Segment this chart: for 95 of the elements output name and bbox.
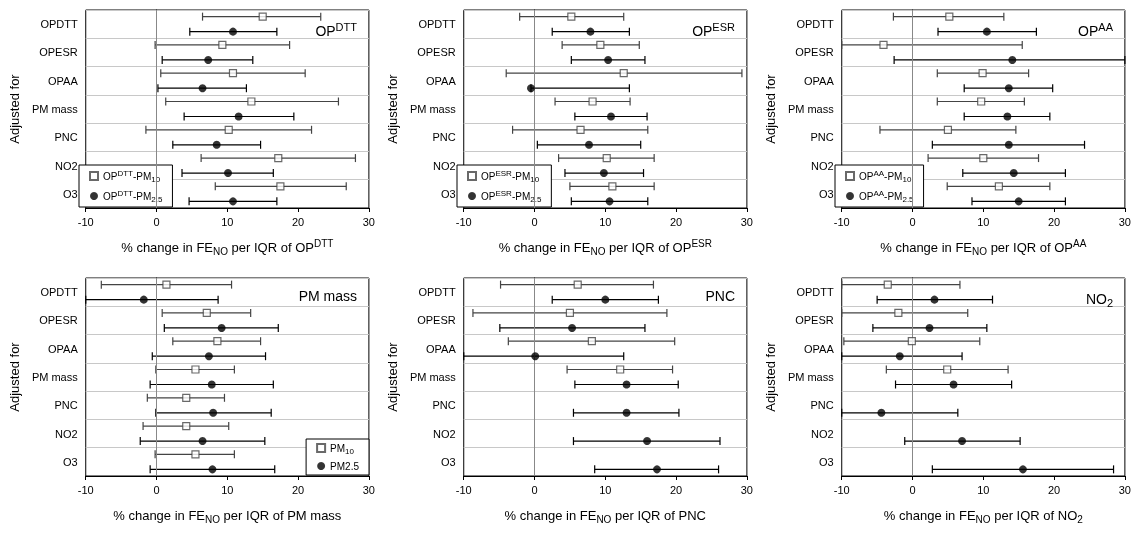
x-tick-label: 0 bbox=[153, 483, 160, 496]
point bbox=[1018, 465, 1027, 474]
y-tick-label: OPDTT bbox=[40, 18, 79, 31]
x-tick-label: 30 bbox=[740, 215, 754, 228]
point bbox=[895, 352, 904, 361]
x-tick-label: -10 bbox=[455, 483, 472, 496]
y-tick-label: PM mass bbox=[31, 103, 79, 115]
y-tick-label: OPESR bbox=[795, 46, 834, 59]
y-tick-label: PNC bbox=[810, 131, 834, 144]
x-tick-label: 20 bbox=[669, 215, 683, 228]
y-axis-title: Adjusted for bbox=[7, 341, 22, 412]
y-tick-label: O3 bbox=[63, 455, 78, 468]
point bbox=[622, 408, 631, 417]
x-tick-label: 10 bbox=[977, 215, 990, 228]
y-tick-label: PM mass bbox=[787, 371, 835, 383]
y-tick-label: OPESR bbox=[39, 314, 78, 327]
x-tick-label: -10 bbox=[77, 215, 94, 228]
y-tick-label: OPAA bbox=[803, 342, 835, 355]
point bbox=[622, 380, 631, 389]
point bbox=[568, 323, 577, 332]
x-tick-label: 20 bbox=[1047, 215, 1061, 228]
text: PNC bbox=[705, 288, 735, 304]
y-axis-title: Adjusted for bbox=[763, 73, 778, 144]
y-tick-label: NO2 bbox=[811, 159, 834, 172]
y-axis-title: Adjusted for bbox=[7, 73, 22, 144]
x-tick-label: 10 bbox=[221, 483, 234, 496]
x-tick-label: 30 bbox=[740, 483, 754, 496]
x-tick-label: 10 bbox=[599, 215, 612, 228]
y-tick-label: PM mass bbox=[31, 371, 79, 383]
y-tick-label: PNC bbox=[432, 399, 456, 412]
y-tick-label: OPAA bbox=[425, 342, 457, 355]
x-tick-label: 0 bbox=[531, 483, 538, 496]
y-tick-label: OPESR bbox=[795, 314, 834, 327]
x-tick-label: -10 bbox=[833, 483, 850, 496]
y-tick-label: PM mass bbox=[409, 371, 457, 383]
y-tick-label: OPDTT bbox=[40, 286, 79, 299]
y-tick-label: OPESR bbox=[417, 314, 456, 327]
x-tick-label: 30 bbox=[1118, 215, 1132, 228]
y-tick-label: O3 bbox=[441, 455, 456, 468]
x-tick-label: 20 bbox=[291, 483, 305, 496]
y-axis-title: Adjusted for bbox=[385, 73, 400, 144]
y-tick-label: NO2 bbox=[433, 427, 456, 440]
x-tick-label: 0 bbox=[531, 215, 538, 228]
y-tick-label: NO2 bbox=[55, 427, 78, 440]
y-tick-label: O3 bbox=[63, 187, 78, 200]
x-tick-label: 0 bbox=[909, 215, 916, 228]
y-tick-label: OPDTT bbox=[796, 286, 835, 299]
y-tick-label: O3 bbox=[819, 187, 834, 200]
y-tick-label: NO2 bbox=[433, 159, 456, 172]
x-tick-label: 20 bbox=[291, 215, 305, 228]
x-tick-label: 10 bbox=[977, 483, 990, 496]
x-tick-label: 20 bbox=[1047, 483, 1061, 496]
y-tick-label: NO2 bbox=[811, 427, 834, 440]
x-tick-label: 30 bbox=[362, 215, 376, 228]
point bbox=[877, 408, 886, 417]
point bbox=[531, 352, 540, 361]
legend-label: PM2.5 bbox=[330, 460, 360, 472]
y-tick-label: OPDTT bbox=[796, 18, 835, 31]
y-tick-label: PM mass bbox=[787, 103, 835, 115]
y-tick-label: PNC bbox=[54, 399, 78, 412]
point bbox=[652, 465, 661, 474]
y-tick-label: PM mass bbox=[409, 103, 457, 115]
x-tick-label: 0 bbox=[909, 483, 916, 496]
point bbox=[925, 323, 934, 332]
x-tick-label: -10 bbox=[455, 215, 472, 228]
y-tick-label: O3 bbox=[819, 455, 834, 468]
x-tick-label: 0 bbox=[153, 215, 160, 228]
text: PM mass bbox=[298, 288, 358, 304]
y-tick-label: PNC bbox=[810, 399, 834, 412]
point bbox=[958, 437, 967, 446]
y-axis-title: Adjusted for bbox=[385, 341, 400, 412]
y-tick-label: O3 bbox=[441, 187, 456, 200]
y-tick-label: PNC bbox=[432, 131, 456, 144]
x-tick-label: -10 bbox=[77, 483, 94, 496]
point bbox=[643, 437, 652, 446]
y-tick-label: OPESR bbox=[417, 46, 456, 59]
x-tick-label: 10 bbox=[599, 483, 612, 496]
y-axis-title: Adjusted for bbox=[763, 341, 778, 412]
y-tick-label: OPAA bbox=[425, 74, 457, 87]
point bbox=[949, 380, 958, 389]
y-tick-label: PNC bbox=[54, 131, 78, 144]
x-tick-label: 10 bbox=[221, 215, 234, 228]
x-tick-label: -10 bbox=[833, 215, 850, 228]
point bbox=[930, 295, 939, 304]
y-tick-label: OPDTT bbox=[418, 18, 457, 31]
y-tick-label: OPAA bbox=[47, 74, 79, 87]
x-tick-label: 30 bbox=[362, 483, 376, 496]
y-tick-label: OPESR bbox=[39, 46, 78, 59]
y-tick-label: NO2 bbox=[55, 159, 78, 172]
y-tick-label: OPAA bbox=[47, 342, 79, 355]
y-tick-label: OPDTT bbox=[418, 286, 457, 299]
x-tick-label: 30 bbox=[1118, 483, 1132, 496]
y-tick-label: OPAA bbox=[803, 74, 835, 87]
point bbox=[601, 295, 610, 304]
x-tick-label: 20 bbox=[669, 483, 683, 496]
